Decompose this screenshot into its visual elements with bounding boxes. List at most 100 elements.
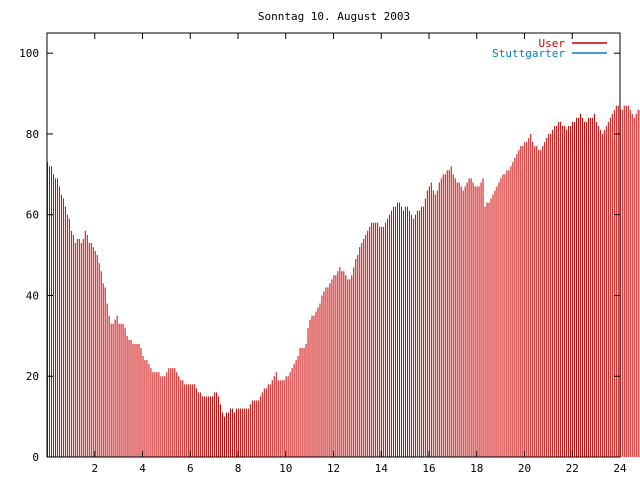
bar — [104, 287, 106, 457]
bar — [192, 384, 194, 457]
bar — [428, 186, 430, 457]
bar — [88, 242, 90, 457]
bar — [506, 170, 508, 458]
bar — [540, 150, 542, 457]
bar — [48, 166, 50, 457]
bar — [224, 416, 225, 457]
bar — [325, 287, 327, 457]
bar — [564, 125, 566, 457]
bar — [263, 388, 265, 457]
bar — [627, 105, 629, 457]
bar — [335, 275, 337, 457]
bar — [432, 190, 434, 458]
bar — [198, 392, 200, 457]
bar-group — [47, 105, 640, 458]
bar — [436, 190, 438, 458]
bar — [321, 295, 323, 457]
bar — [176, 372, 178, 457]
bar — [168, 368, 170, 457]
bar — [494, 190, 496, 458]
bar — [576, 117, 578, 458]
bar — [562, 125, 564, 457]
bar — [391, 210, 393, 457]
bar — [452, 174, 454, 457]
bar — [200, 392, 202, 457]
x-tick-label: 12 — [327, 462, 340, 475]
bar — [64, 206, 66, 457]
bar — [379, 226, 381, 457]
bar — [440, 178, 442, 457]
bar — [580, 113, 581, 457]
bar — [399, 202, 401, 457]
bar — [448, 170, 450, 458]
bar — [58, 186, 60, 457]
bar — [247, 408, 249, 457]
bar — [583, 121, 585, 457]
bar — [581, 117, 583, 458]
bar — [80, 242, 82, 457]
bar — [502, 174, 504, 457]
bar — [186, 384, 188, 457]
bar — [416, 210, 418, 457]
bar — [353, 267, 355, 457]
bar — [578, 117, 580, 458]
bar — [303, 347, 305, 457]
bar — [339, 267, 341, 457]
bar — [566, 129, 568, 457]
bar — [283, 380, 285, 457]
bar — [62, 198, 64, 457]
bar — [597, 125, 599, 457]
legend-label-stuttgarter: Stuttgarter — [492, 47, 565, 60]
bar — [102, 283, 104, 457]
bar — [341, 271, 343, 457]
x-tick-label: 4 — [139, 462, 146, 475]
bar — [418, 210, 420, 457]
bar — [253, 400, 255, 457]
bar — [387, 218, 389, 457]
bar — [504, 174, 506, 457]
bar — [208, 396, 210, 457]
bar — [295, 360, 297, 457]
bar — [136, 343, 138, 457]
bar — [220, 404, 222, 457]
bar — [237, 408, 239, 457]
bar — [212, 396, 214, 457]
bar — [231, 408, 233, 457]
bar — [239, 408, 241, 457]
bar — [528, 137, 530, 458]
bar — [556, 125, 558, 457]
bar — [144, 360, 146, 457]
bar — [196, 388, 198, 457]
bar — [468, 178, 470, 457]
bar — [259, 396, 261, 457]
bar — [510, 166, 512, 457]
bar — [633, 117, 635, 458]
bar — [593, 113, 595, 457]
bar — [518, 150, 520, 457]
bar — [490, 198, 492, 457]
bar — [160, 376, 162, 457]
bar — [472, 182, 474, 457]
bar — [275, 372, 277, 457]
bar — [174, 368, 176, 457]
bar — [424, 198, 426, 457]
x-tick-label: 2 — [91, 462, 98, 475]
bar — [522, 146, 524, 457]
bar — [277, 380, 279, 457]
bar — [146, 360, 148, 457]
bar — [148, 364, 150, 457]
bar — [128, 339, 130, 457]
bar — [241, 408, 243, 457]
bar — [375, 222, 377, 457]
x-tick-label: 10 — [279, 462, 292, 475]
bar — [138, 343, 140, 457]
bar — [434, 194, 436, 457]
bar — [512, 162, 514, 457]
bar — [532, 142, 534, 457]
bar — [96, 255, 98, 457]
bar — [255, 400, 257, 457]
bar — [184, 384, 186, 457]
bar — [305, 343, 307, 457]
bar — [426, 190, 428, 458]
